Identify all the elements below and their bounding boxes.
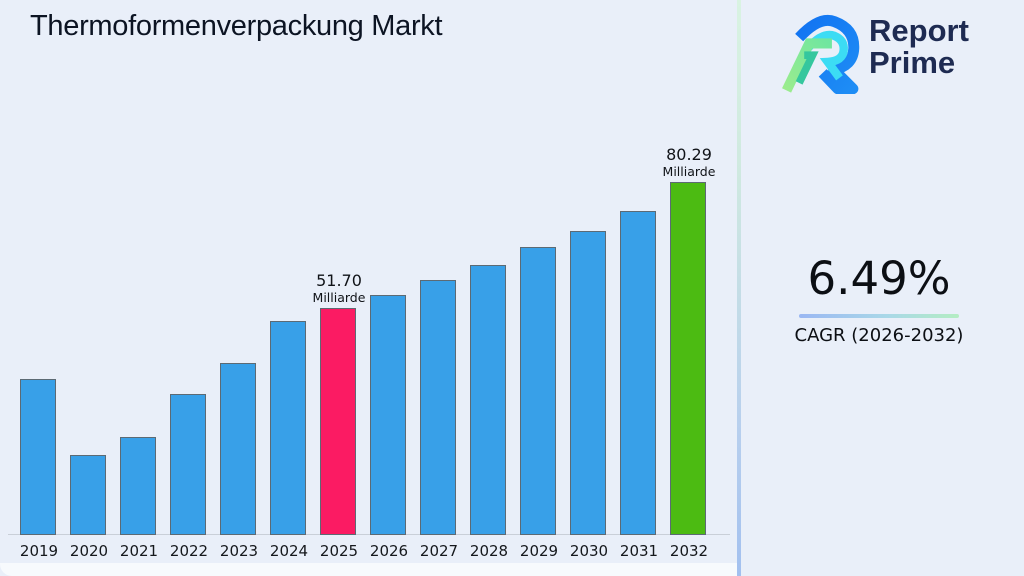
- cagr-panel: 6.49% CAGR (2026-2032): [742, 252, 1016, 346]
- panel-divider: [737, 0, 741, 576]
- x-tick-2030: 2030: [569, 542, 609, 560]
- bar-2027: [420, 280, 456, 535]
- bar-2021: [120, 437, 156, 535]
- bar-2031: [620, 211, 656, 535]
- bar-slot-2024: 2024: [264, 110, 314, 560]
- bar-slot-2022: 2022: [164, 110, 214, 560]
- report-prime-logo-text: Report Prime: [869, 15, 969, 79]
- bar-2023: [220, 363, 256, 535]
- x-tick-2022: 2022: [169, 542, 209, 560]
- logo-line-prime: Prime: [869, 45, 956, 80]
- x-tick-2026: 2026: [369, 542, 409, 560]
- chart-bottom-edge: [0, 563, 737, 576]
- bar-2020: [70, 455, 106, 535]
- bar-2032: [670, 182, 706, 535]
- bar-slot-2030: 2030: [564, 110, 614, 560]
- x-tick-2024: 2024: [269, 542, 309, 560]
- x-tick-2032: 2032: [669, 542, 709, 560]
- bar-2026: [370, 295, 406, 535]
- x-tick-2023: 2023: [219, 542, 259, 560]
- unit-text: Milliarde: [662, 164, 716, 179]
- x-axis-line: [8, 534, 730, 535]
- bar-2029: [520, 247, 556, 535]
- bar-2019: [20, 379, 56, 535]
- x-tick-2027: 2027: [419, 542, 459, 560]
- bar-slot-2028: 2028: [464, 110, 514, 560]
- bar-chart: 2019 2020 2021 2022 2023 2024 51.70 Milliarde 20…: [14, 110, 716, 560]
- x-tick-2029: 2029: [519, 542, 559, 560]
- x-tick-2020: 2020: [69, 542, 109, 560]
- bar-slot-2032: 80.29 Milliarde 2032: [663, 110, 716, 560]
- bar-slot-2031: 2031: [614, 110, 664, 560]
- bar-slot-2021: 2021: [114, 110, 164, 560]
- unit-text: Milliarde: [312, 290, 366, 305]
- bar-slot-2019: 2019: [14, 110, 64, 560]
- bar-2030: [570, 231, 606, 535]
- page-title: Thermoformenverpackung Markt: [30, 10, 443, 42]
- x-tick-2021: 2021: [119, 542, 159, 560]
- bar-value-label-2025: 51.70 Milliarde: [307, 271, 372, 305]
- x-tick-2028: 2028: [469, 542, 509, 560]
- logo-line-report: Report: [869, 13, 969, 48]
- bar-slot-2027: 2027: [414, 110, 464, 560]
- x-tick-2025: 2025: [319, 542, 359, 560]
- cagr-underline: [799, 314, 959, 318]
- bar-slot-2026: 2026: [364, 110, 414, 560]
- bar-2028: [470, 265, 506, 535]
- value-text: 51.70: [316, 271, 362, 290]
- bar-2022: [170, 394, 206, 535]
- value-text: 80.29: [666, 145, 712, 164]
- bar-2024: [270, 321, 306, 535]
- bar-slot-2023: 2023: [214, 110, 264, 560]
- bar-slot-2029: 2029: [514, 110, 564, 560]
- cagr-label: CAGR (2026-2032): [794, 325, 964, 346]
- report-prime-logo-icon: [782, 14, 860, 94]
- bar-slot-2020: 2020: [64, 110, 114, 560]
- bar-value-label-2032: 80.29 Milliarde: [657, 145, 722, 179]
- bar-2025: [320, 308, 356, 535]
- bar-slot-2025: 51.70 Milliarde 2025: [313, 110, 366, 560]
- x-tick-2019: 2019: [19, 542, 59, 560]
- x-tick-2031: 2031: [619, 542, 659, 560]
- cagr-value: 6.49%: [807, 252, 951, 305]
